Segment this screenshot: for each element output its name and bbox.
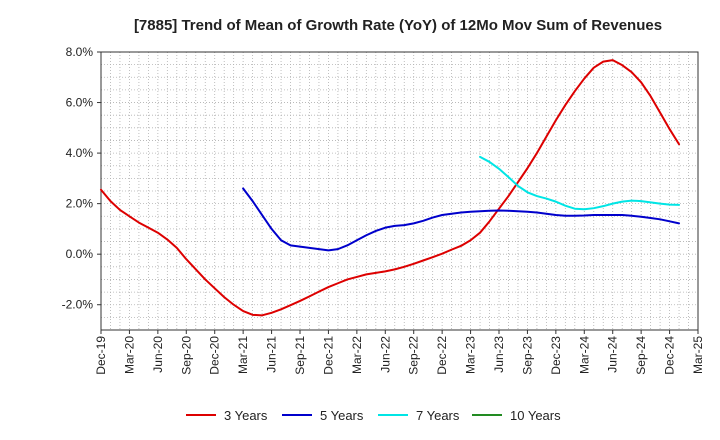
legend-label: 3 Years xyxy=(224,408,268,423)
legend-item-10-years: 10 Years xyxy=(472,408,561,423)
y-tick-label: 8.0% xyxy=(66,45,94,59)
y-tick-label: -2.0% xyxy=(62,298,94,312)
x-tick-label: Dec-22 xyxy=(435,336,449,375)
x-tick-label: Mar-24 xyxy=(577,336,591,374)
x-tick-label: Jun-20 xyxy=(151,336,165,373)
y-tick-label: 2.0% xyxy=(66,197,94,211)
series-line-3-years xyxy=(100,59,681,317)
y-axis: -2.0% 0.0% 2.0% 4.0% 6.0% 8.0% xyxy=(62,45,101,312)
legend-item-5-years: 5 Years xyxy=(282,408,364,423)
legend-item-7-years: 7 Years xyxy=(378,408,460,423)
series-layer xyxy=(100,59,681,317)
x-tick-label: Jun-24 xyxy=(606,336,620,373)
x-tick-label: Mar-23 xyxy=(464,336,478,374)
x-axis: Dec-19 Mar-20 Jun-20 Sep-20 Dec-20 Mar-21 Jun-… xyxy=(94,330,705,375)
series-line-7-years xyxy=(479,155,681,211)
x-tick-label: Sep-21 xyxy=(293,336,307,375)
legend-item-3-years: 3 Years xyxy=(186,408,268,423)
x-tick-label: Dec-23 xyxy=(549,336,563,375)
legend: 3 Years 5 Years 7 Years 10 Years xyxy=(186,408,561,423)
x-tick-label: Sep-22 xyxy=(407,336,421,375)
y-tick-label: 6.0% xyxy=(66,96,94,110)
x-tick-label: Jun-22 xyxy=(378,336,392,373)
y-tick-label: 0.0% xyxy=(66,247,94,261)
x-tick-label: Dec-19 xyxy=(94,336,108,375)
series-line-5-years xyxy=(242,187,681,252)
x-tick-label: Jun-23 xyxy=(492,336,506,373)
x-tick-label: Mar-21 xyxy=(236,336,250,374)
x-tick-label: Jun-21 xyxy=(265,336,279,373)
y-tick-label: 4.0% xyxy=(66,146,94,160)
x-tick-label: Sep-20 xyxy=(179,336,193,375)
x-tick-label: Mar-20 xyxy=(122,336,136,374)
x-tick-label: Dec-21 xyxy=(321,336,335,375)
legend-label: 5 Years xyxy=(320,408,364,423)
x-tick-label: Mar-25 xyxy=(691,336,705,374)
chart-title: [7885] Trend of Mean of Growth Rate (YoY… xyxy=(134,17,662,34)
grid-layer xyxy=(101,52,698,330)
x-tick-label: Sep-23 xyxy=(520,336,534,375)
x-tick-label: Dec-24 xyxy=(663,336,677,375)
x-tick-label: Dec-20 xyxy=(208,336,222,375)
x-tick-label: Mar-22 xyxy=(350,336,364,374)
legend-label: 7 Years xyxy=(416,408,460,423)
x-tick-label: Sep-24 xyxy=(634,336,648,375)
legend-label: 10 Years xyxy=(510,408,561,423)
